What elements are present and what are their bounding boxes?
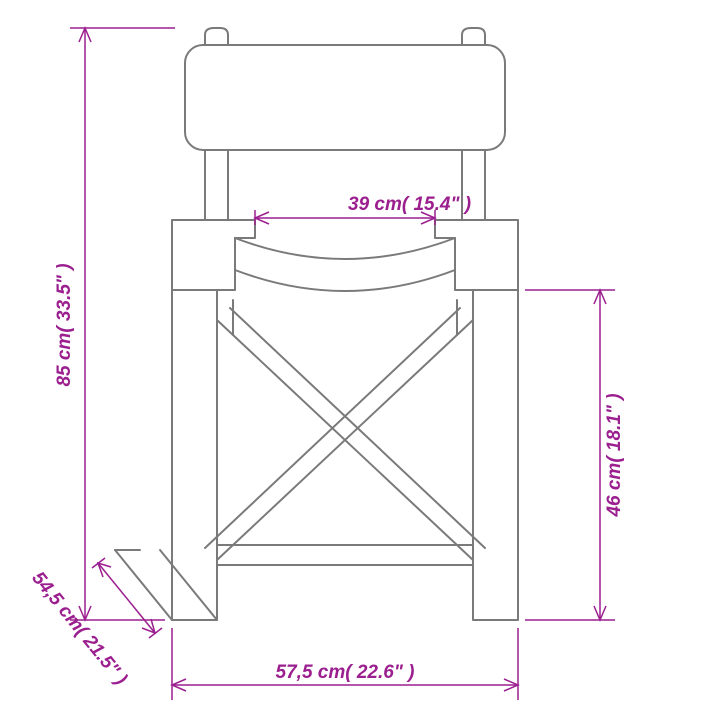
chair-outline <box>115 28 518 620</box>
dimension-labels: 85 cm( 33.5" ) 46 cm( 18.1" ) 39 cm( 15.… <box>27 194 625 689</box>
label-depth: 54,5 cm( 21.5" ) <box>27 568 131 689</box>
label-seat-height: 46 cm( 18.1" ) <box>604 393 625 517</box>
dimension-lines <box>70 28 615 700</box>
label-seat-inner-width: 39 cm( 15.4" ) <box>348 194 471 215</box>
chair-dimension-diagram: 85 cm( 33.5" ) 46 cm( 18.1" ) 39 cm( 15.… <box>0 0 720 720</box>
label-total-height: 85 cm( 33.5" ) <box>54 263 75 386</box>
label-total-width: 57,5 cm( 22.6" ) <box>276 662 415 683</box>
